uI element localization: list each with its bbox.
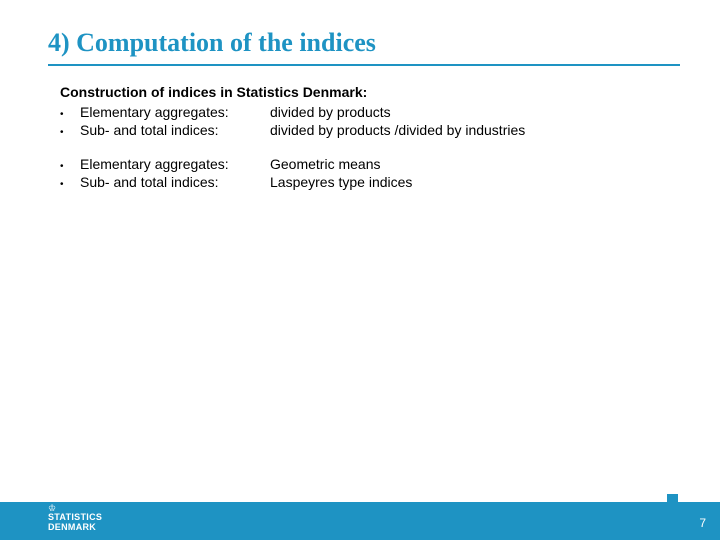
item-value: divided by products /divided by industri… bbox=[270, 122, 680, 138]
item-value: divided by products bbox=[270, 104, 680, 120]
logo-line2: DENMARK bbox=[48, 523, 102, 532]
bullet-icon: • bbox=[60, 127, 80, 138]
item-value: Geometric means bbox=[270, 156, 680, 172]
slide-title: 4) Computation of the indices bbox=[0, 0, 720, 64]
bullet-icon: • bbox=[60, 161, 80, 172]
footer: ♔ STATISTICS DENMARK 7 bbox=[0, 492, 720, 540]
bullet-icon: • bbox=[60, 179, 80, 190]
slide: 4) Computation of the indices Constructi… bbox=[0, 0, 720, 540]
list-item: • Sub- and total indices: Laspeyres type… bbox=[60, 174, 680, 190]
list-item: • Sub- and total indices: divided by pro… bbox=[60, 122, 680, 138]
content-area: Construction of indices in Statistics De… bbox=[0, 66, 720, 190]
item-label: Sub- and total indices: bbox=[80, 122, 270, 138]
page-number: 7 bbox=[699, 516, 706, 530]
list-item: • Elementary aggregates: divided by prod… bbox=[60, 104, 680, 120]
spacer bbox=[60, 140, 680, 156]
logo: ♔ STATISTICS DENMARK bbox=[48, 504, 102, 532]
item-label: Elementary aggregates: bbox=[80, 104, 270, 120]
item-label: Elementary aggregates: bbox=[80, 156, 270, 172]
list-item: • Elementary aggregates: Geometric means bbox=[60, 156, 680, 172]
item-label: Sub- and total indices: bbox=[80, 174, 270, 190]
footer-bar bbox=[0, 502, 720, 540]
item-value: Laspeyres type indices bbox=[270, 174, 680, 190]
subheading: Construction of indices in Statistics De… bbox=[60, 84, 680, 100]
bullet-icon: • bbox=[60, 109, 80, 120]
